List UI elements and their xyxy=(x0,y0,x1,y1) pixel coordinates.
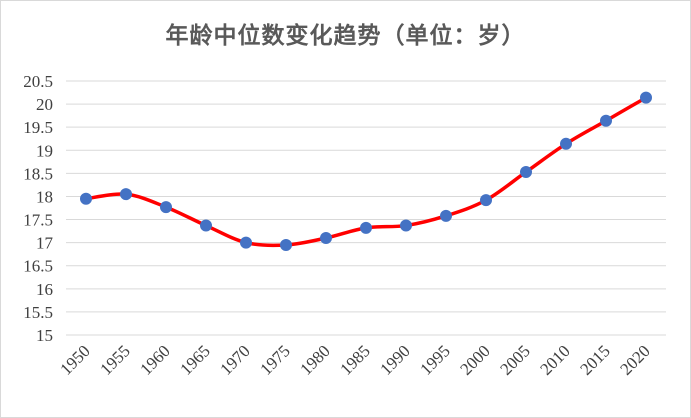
x-tick-label: 1995 xyxy=(416,341,453,378)
gridlines xyxy=(66,80,666,336)
data-point xyxy=(440,209,452,222)
y-tick-label: 17.5 xyxy=(23,211,53,230)
y-tick-label: 20.5 xyxy=(23,72,53,91)
y-tick-label: 20 xyxy=(36,95,53,114)
data-point xyxy=(240,236,252,249)
data-point xyxy=(480,194,492,207)
x-tick-label: 1985 xyxy=(336,341,373,378)
y-tick-label: 18 xyxy=(36,187,53,206)
data-point xyxy=(360,221,372,234)
x-tick-label: 1975 xyxy=(256,341,293,378)
y-axis-ticks: 15 15.5 16 16.5 17 17.5 18 18.5 19 19.5 20 20.5 xyxy=(23,72,53,345)
y-tick-label: 19 xyxy=(36,141,53,160)
x-tick-label: 2000 xyxy=(456,341,493,378)
x-tick-label: 2005 xyxy=(496,341,533,378)
y-tick-label: 19.5 xyxy=(23,118,53,137)
x-tick-label: 1955 xyxy=(96,341,133,378)
y-tick-label: 16.5 xyxy=(23,257,53,276)
x-tick-label: 1950 xyxy=(56,341,93,378)
data-point xyxy=(160,201,172,214)
data-points xyxy=(80,91,652,251)
x-tick-label: 1970 xyxy=(216,341,253,378)
chart-title: 年龄中位数变化趋势（单位：岁） xyxy=(165,23,526,49)
x-tick-label: 2015 xyxy=(576,341,613,378)
x-tick-label: 2010 xyxy=(536,341,573,378)
y-tick-label: 16 xyxy=(36,280,53,299)
x-tick-label: 1990 xyxy=(376,341,413,378)
data-point xyxy=(400,219,412,232)
data-point xyxy=(600,114,612,127)
x-tick-label: 1980 xyxy=(296,341,333,378)
data-point xyxy=(520,165,532,178)
y-tick-label: 15 xyxy=(36,326,53,345)
data-point xyxy=(560,137,572,150)
data-point xyxy=(200,219,212,232)
data-point xyxy=(640,91,652,104)
x-tick-label: 1960 xyxy=(136,341,173,378)
x-axis-ticks: 1950 1955 1960 1965 1970 1975 1980 1985 1990 1995… xyxy=(56,341,653,378)
data-point xyxy=(280,238,292,251)
data-point xyxy=(120,188,132,201)
x-tick-label: 2020 xyxy=(616,341,653,378)
y-tick-label: 15.5 xyxy=(23,303,53,322)
y-tick-label: 18.5 xyxy=(23,164,53,183)
data-point xyxy=(320,232,332,245)
y-tick-label: 17 xyxy=(36,234,54,253)
data-point xyxy=(80,192,92,205)
x-tick-label: 1965 xyxy=(176,341,213,378)
